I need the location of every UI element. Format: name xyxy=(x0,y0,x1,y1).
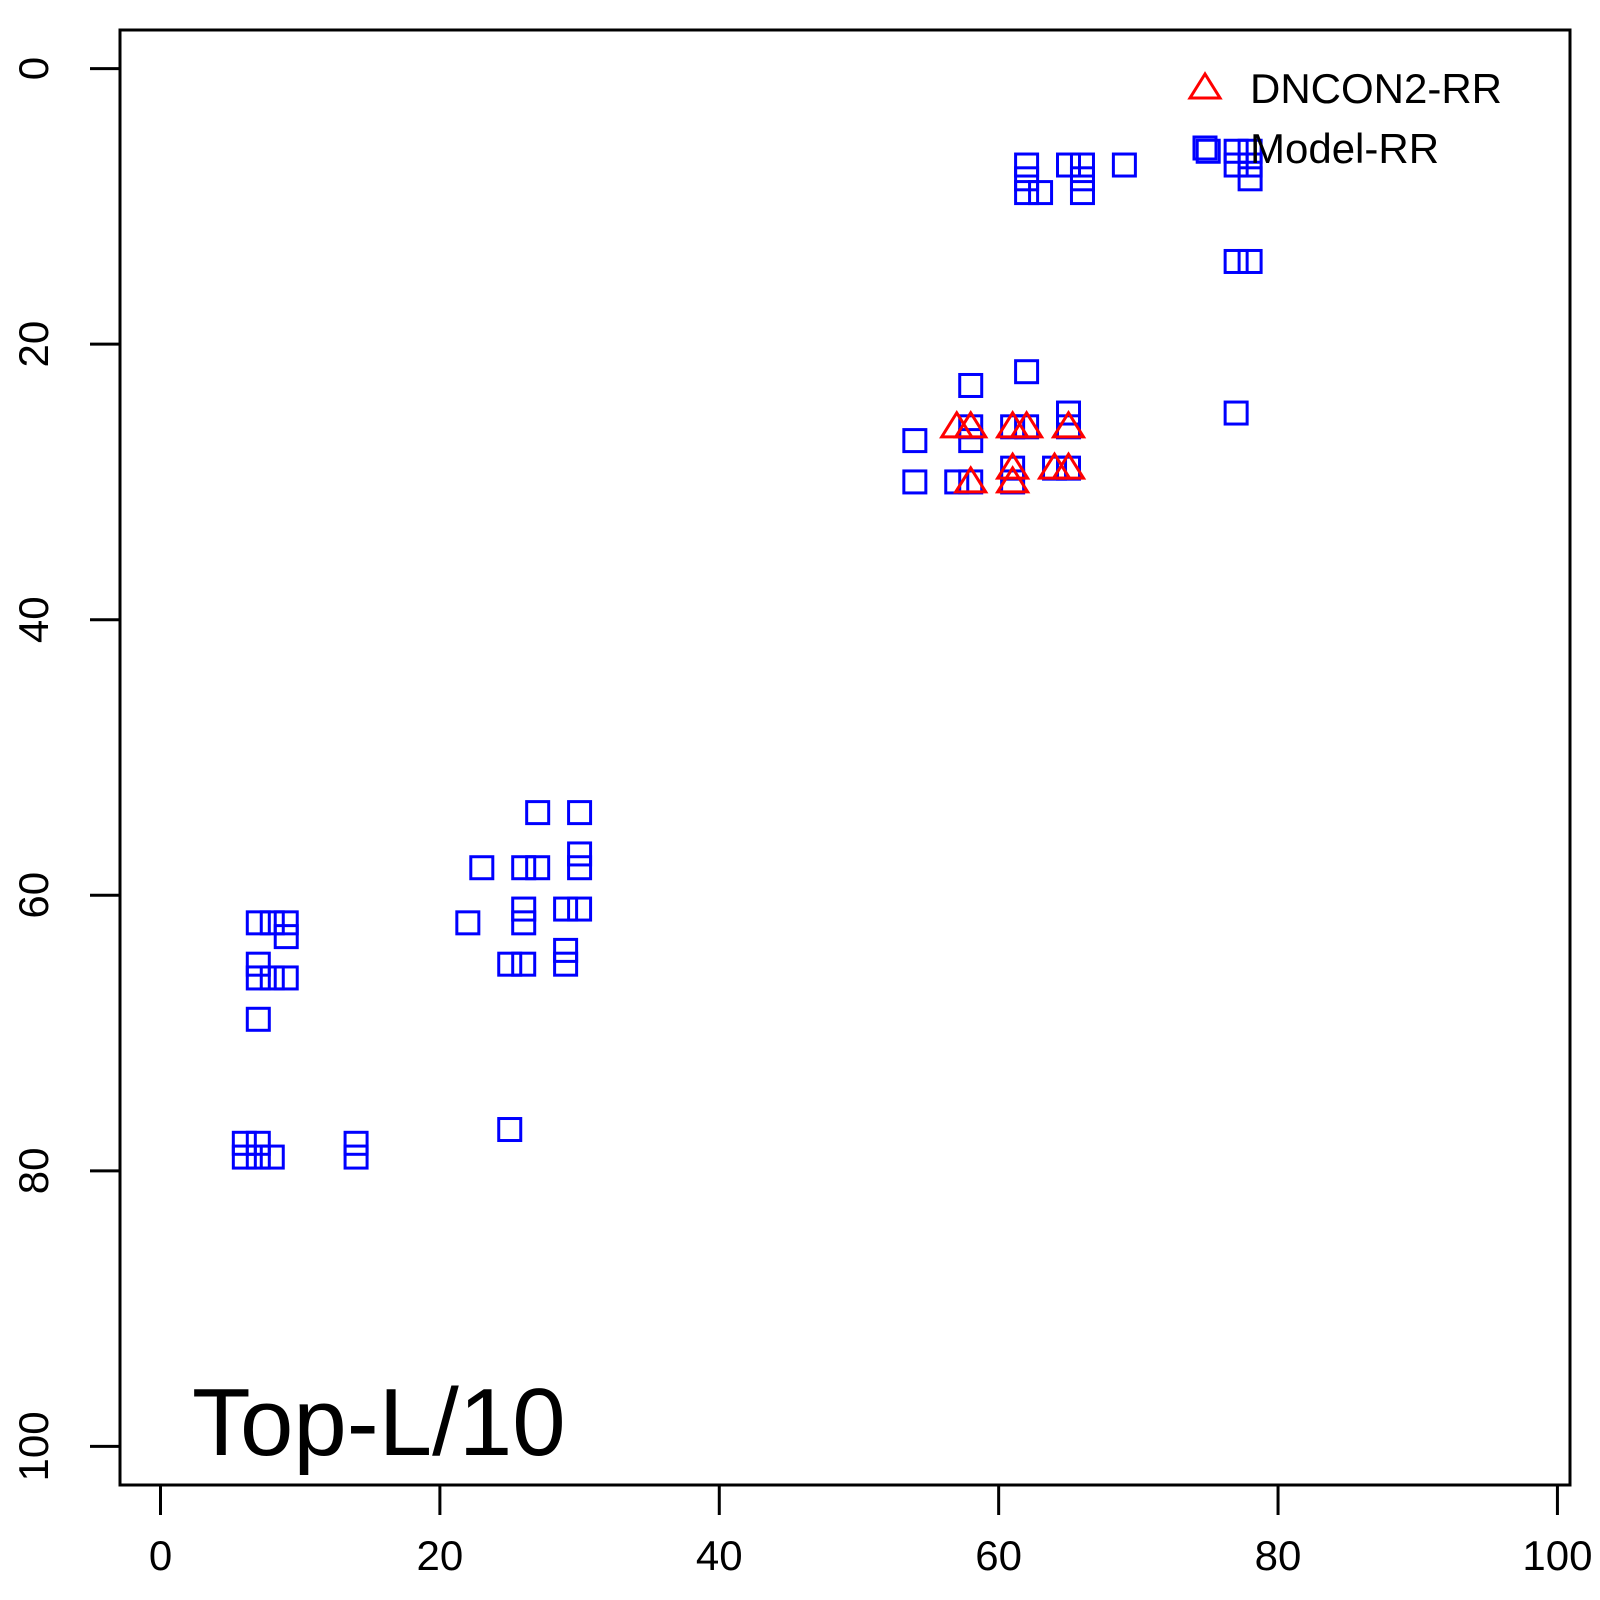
y-tick-label: 40 xyxy=(10,596,57,643)
square-point xyxy=(1028,180,1054,206)
square-point xyxy=(259,910,285,936)
square-point xyxy=(1223,248,1249,274)
square-point xyxy=(1014,359,1040,385)
square-point xyxy=(511,855,537,881)
legend: DNCON2-RR Model-RR xyxy=(1187,65,1502,172)
square-point xyxy=(553,951,579,977)
legend-label: DNCON2-RR xyxy=(1250,65,1502,112)
x-tick-label: 60 xyxy=(975,1532,1022,1579)
legend-label: Model-RR xyxy=(1250,125,1439,172)
square-point xyxy=(1056,152,1082,178)
square-point xyxy=(1223,152,1249,178)
square-point xyxy=(902,428,928,454)
legend-marker-square xyxy=(1192,135,1218,161)
triangle-point xyxy=(1050,409,1087,439)
triangle-point xyxy=(1050,451,1087,480)
square-point xyxy=(273,924,299,950)
square-point xyxy=(1195,138,1221,164)
square-point xyxy=(455,910,481,936)
square-point xyxy=(525,855,551,881)
square-point xyxy=(553,937,579,963)
x-axis: 0 20 40 60 80 100 xyxy=(149,1483,1592,1579)
square-point xyxy=(1069,180,1095,206)
square-point xyxy=(511,896,537,922)
square-point xyxy=(553,896,579,922)
x-tick-label: 0 xyxy=(149,1532,172,1579)
square-point xyxy=(273,910,299,936)
square-point xyxy=(902,469,928,495)
y-tick-label: 60 xyxy=(10,872,57,919)
square-point xyxy=(1014,152,1040,178)
square-point xyxy=(567,855,593,881)
square-point xyxy=(567,896,593,922)
y-tick-label: 80 xyxy=(10,1147,57,1194)
square-point xyxy=(1056,400,1082,426)
square-point xyxy=(958,372,984,398)
x-tick-label: 100 xyxy=(1522,1532,1592,1579)
triangle-point xyxy=(953,465,989,494)
triangle-point xyxy=(953,409,989,439)
square-point xyxy=(1237,152,1263,178)
chart-annotation: Top-L/10 xyxy=(192,1369,566,1476)
square-point xyxy=(511,951,537,977)
triangle-point xyxy=(994,465,1031,494)
square-point xyxy=(525,800,551,826)
legend-marker-triangle xyxy=(1187,71,1223,100)
square-point xyxy=(958,428,984,454)
y-tick-label: 0 xyxy=(10,57,57,80)
square-point xyxy=(1014,180,1040,206)
square-point xyxy=(231,1144,257,1170)
square-point xyxy=(343,1144,369,1170)
series-model-rr xyxy=(231,138,1263,1170)
square-point xyxy=(1069,152,1095,178)
square-point xyxy=(1069,166,1095,192)
square-point xyxy=(245,1144,271,1170)
x-tick-label: 40 xyxy=(696,1532,743,1579)
plot-frame xyxy=(118,28,1572,1487)
square-point xyxy=(343,1130,369,1156)
square-point xyxy=(1237,166,1263,192)
x-tick-label: 20 xyxy=(417,1532,464,1579)
triangle-point xyxy=(1008,409,1045,439)
square-point xyxy=(1237,138,1263,164)
square-point xyxy=(259,965,285,991)
x-tick-label: 80 xyxy=(1255,1532,1302,1579)
triangle-point xyxy=(994,451,1031,480)
square-point xyxy=(469,855,495,881)
square-point xyxy=(245,951,271,977)
square-point xyxy=(511,910,537,936)
square-point xyxy=(567,841,593,867)
square-point xyxy=(497,1117,523,1143)
square-point xyxy=(1237,248,1263,274)
square-point xyxy=(245,910,271,936)
square-point xyxy=(259,1144,285,1170)
series-layer xyxy=(231,138,1263,1170)
square-point xyxy=(1111,152,1137,178)
square-point xyxy=(1223,400,1249,426)
square-point xyxy=(273,965,299,991)
square-point xyxy=(231,1130,257,1156)
y-axis: 0 20 40 60 80 100 xyxy=(10,57,122,1481)
square-point xyxy=(1014,166,1040,192)
square-point xyxy=(1223,138,1249,164)
y-tick-label: 20 xyxy=(10,321,57,368)
square-point xyxy=(245,965,271,991)
square-point xyxy=(245,1006,271,1032)
square-point xyxy=(245,1130,271,1156)
y-tick-label: 100 xyxy=(10,1411,57,1481)
square-point xyxy=(567,800,593,826)
square-point xyxy=(497,951,523,977)
series-dncon2-rr xyxy=(939,409,1087,494)
